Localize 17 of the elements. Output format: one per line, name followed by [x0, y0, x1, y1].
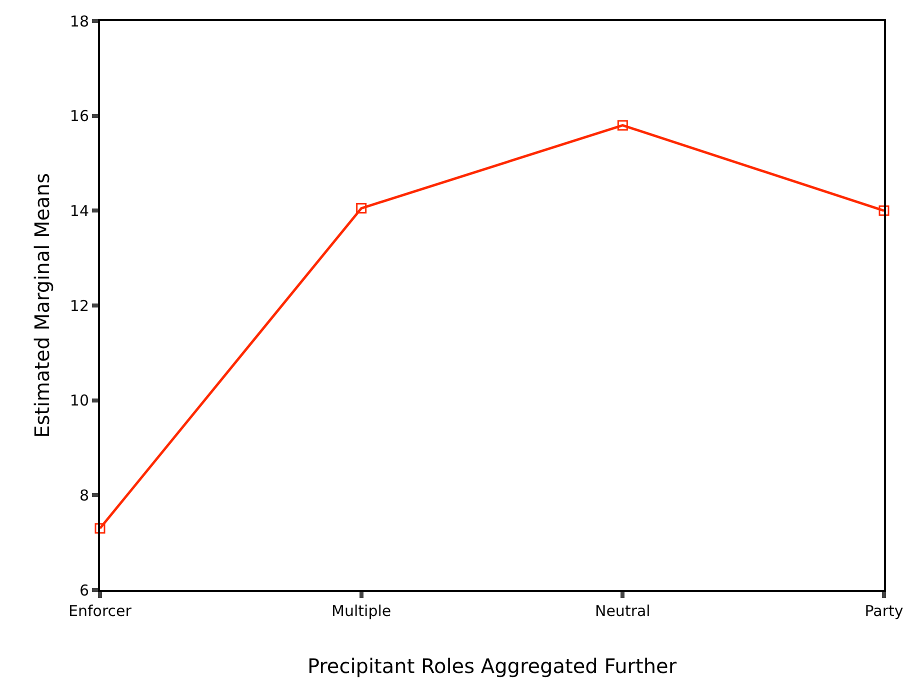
point: [356, 203, 367, 214]
x-axis-title: Precipitant Roles Aggregated Further: [307, 654, 678, 678]
y-tick-label: 8: [79, 486, 89, 504]
x-tick-label: Enforcer: [68, 602, 132, 620]
y-axis-title: Estimated Marginal Means: [30, 173, 54, 438]
y-tick-label: 14: [70, 202, 89, 220]
y-tick-label: 18: [70, 12, 89, 30]
x-tick-label: Neutral: [594, 602, 650, 620]
y-tick-label: 10: [70, 392, 89, 410]
point: [617, 120, 628, 131]
point: [878, 205, 890, 216]
point: [94, 523, 106, 534]
x-tick-label: Party: [864, 602, 904, 620]
x-tick-label: Multiple: [332, 602, 392, 620]
y-tick-label: 6: [79, 581, 89, 600]
y-tick-label: 12: [70, 296, 89, 315]
y-tick-label: 16: [70, 107, 89, 126]
